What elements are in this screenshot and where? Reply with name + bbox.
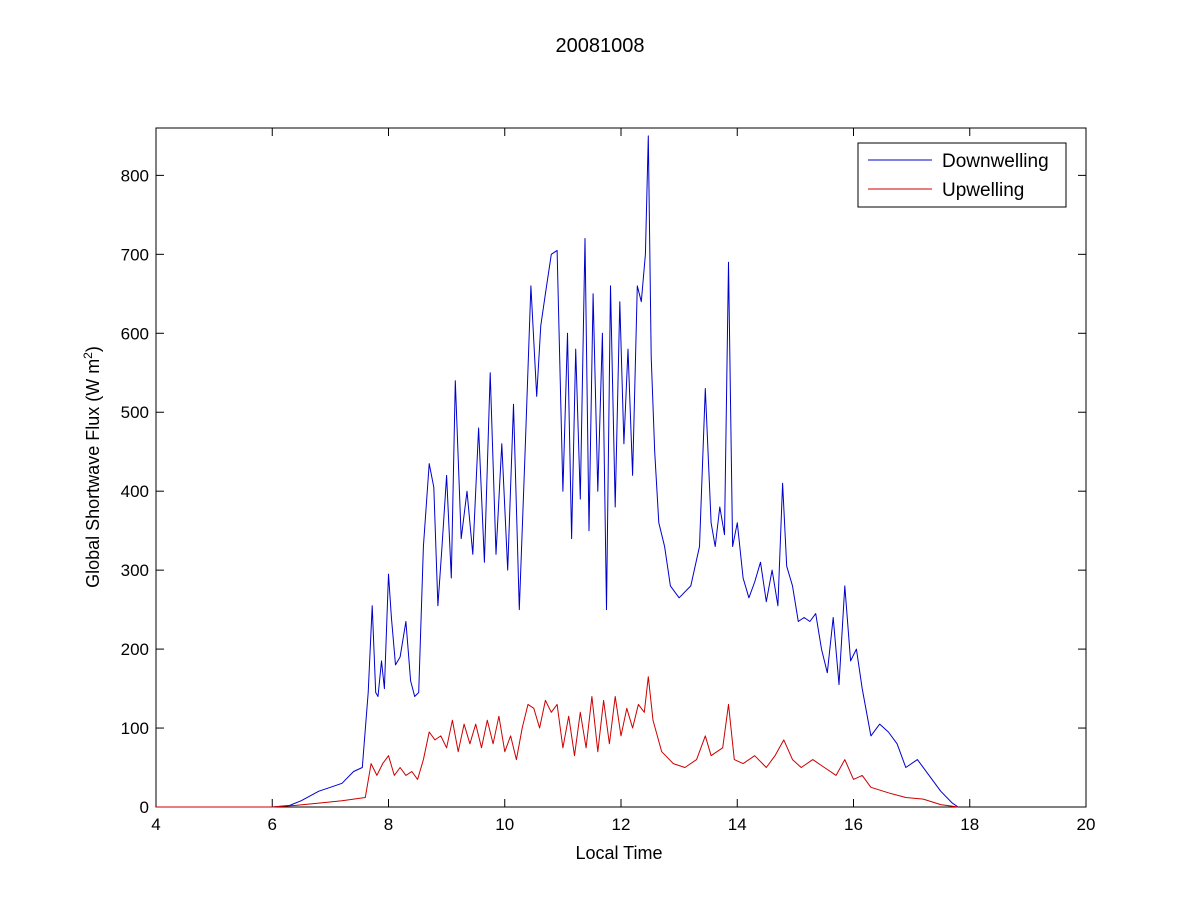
y-tick-label: 300 — [121, 561, 149, 580]
x-tick-label: 14 — [728, 815, 747, 834]
x-axis-ticks: 4 6 8 10 12 14 16 18 20 — [151, 128, 1095, 834]
x-tick-label: 12 — [612, 815, 631, 834]
x-tick-label: 10 — [495, 815, 514, 834]
y-axis-ticks: 0 100 200 300 400 500 600 700 800 — [121, 166, 1086, 817]
x-tick-label: 4 — [151, 815, 160, 834]
y-tick-label: 500 — [121, 403, 149, 422]
x-tick-label: 16 — [844, 815, 863, 834]
y-tick-label: 600 — [121, 324, 149, 343]
y-axis-label: Global Shortwave Flux (W m2) — [81, 346, 103, 588]
series-line-upwelling — [156, 676, 959, 808]
y-axis-label-end: ) — [83, 346, 103, 352]
y-tick-label: 0 — [140, 798, 149, 817]
y-tick-label: 100 — [121, 719, 149, 738]
series-line-downwelling — [156, 135, 959, 808]
y-axis-label-sup: 2 — [81, 352, 95, 359]
axes-box — [155, 127, 1087, 808]
chart-title: 20081008 — [556, 35, 645, 57]
y-tick-label: 700 — [121, 245, 149, 264]
x-axis-label: Local Time — [575, 843, 662, 863]
x-tick-label: 20 — [1077, 815, 1096, 834]
x-tick-label: 8 — [384, 815, 393, 834]
y-tick-label: 800 — [121, 166, 149, 185]
legend-label-downwelling: Downwelling — [942, 151, 1049, 172]
y-axis-label-main: Global Shortwave Flux (W m — [83, 359, 103, 588]
legend-label-upwelling: Upwelling — [942, 180, 1024, 201]
legend-box — [857, 142, 1067, 208]
legend: Downwelling Upwelling — [857, 142, 1067, 208]
series-layer — [156, 135, 959, 808]
y-tick-label: 400 — [121, 482, 149, 501]
y-tick-label: 200 — [121, 640, 149, 659]
x-tick-label: 6 — [268, 815, 277, 834]
x-tick-label: 18 — [960, 815, 979, 834]
plot-area — [155, 127, 1087, 808]
